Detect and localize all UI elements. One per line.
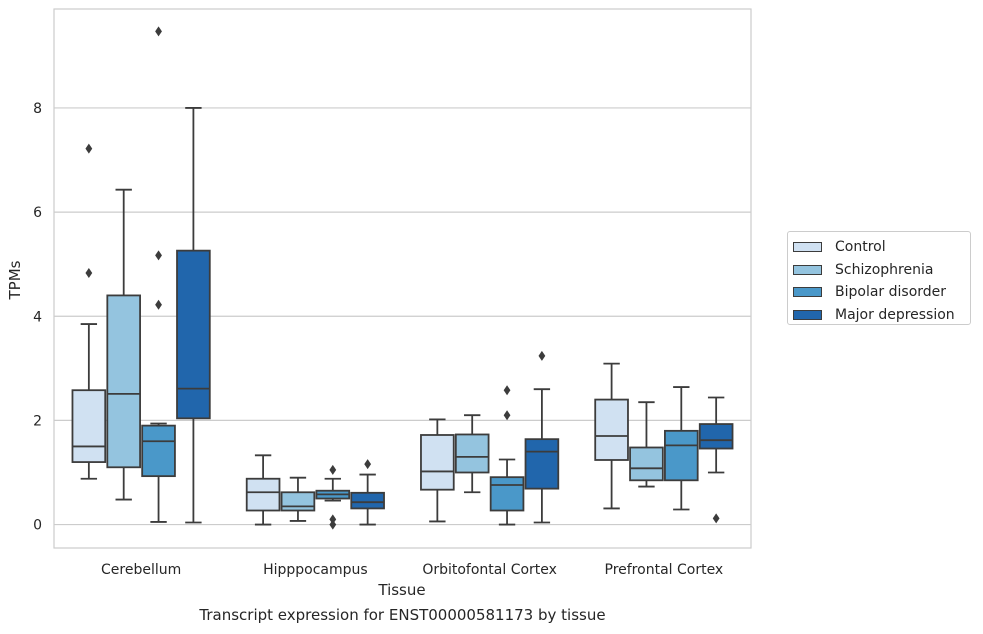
outlier-point [329,514,337,525]
box-body [664,429,699,482]
box-0-0 [71,143,107,480]
y-tick-label: 0 [33,518,42,534]
box-body [350,491,385,510]
box-2-0 [420,418,455,523]
gridlines [54,107,751,526]
box-2-2 [489,385,525,526]
outlier-point [155,250,162,261]
legend-label: Schizophrenia [835,261,934,278]
outlier-point [503,385,511,396]
outlier-point [329,519,337,530]
outlier-point [85,268,93,279]
legend-item: Control [793,236,970,259]
legend-swatch [793,287,822,298]
box-2-1 [454,414,490,494]
outlier-point [85,143,93,154]
y-tick-label: 2 [33,413,42,429]
legend-label: Major depression [835,306,955,323]
box-body [489,476,525,512]
box-3-0 [594,362,629,510]
y-tick-label: 8 [33,101,42,117]
box-body [629,446,664,482]
legend-item: Schizophrenia [793,259,970,282]
outlier-point [329,464,337,475]
box-body [594,398,629,461]
box-2-3 [524,350,560,524]
legend: Control Schizophrenia Bipolar disorder Majo… [787,231,971,325]
box-0-2 [141,26,176,523]
box-body [524,438,560,490]
box-body [71,389,107,463]
legend-swatch [793,264,822,275]
y-axis-label: TPMs [6,260,24,300]
legend-swatch [793,242,822,253]
outlier-point [503,410,511,421]
legend-item: Bipolar disorder [793,281,970,304]
legend-item: Major depression [793,304,970,327]
legend-swatch [793,309,822,320]
box-0-1 [106,188,141,501]
x-tick-labels: Cerebellum Hipppocampus Orbitofontal Corte… [101,562,723,578]
box-3-3 [698,396,734,524]
box-body [420,434,455,491]
box-1-2 [315,464,351,530]
x-axis-label: Tissue [377,581,425,599]
box-1-3 [350,459,385,526]
box-body [280,491,316,512]
outlier-point [364,459,372,470]
outlier-point [538,350,546,361]
box-0-3 [176,107,211,524]
x-tick-label: Orbitofontal Cortex [422,562,557,578]
box-body [698,423,734,450]
box-body [454,433,490,474]
box-body [245,477,281,512]
figure-caption: Transcript expression for ENST0000058117… [199,606,606,624]
outlier-point [155,299,162,310]
x-tick-label: Cerebellum [101,562,181,578]
outlier-point [155,26,162,37]
x-tick-label: Hipppocampus [263,562,368,578]
y-tick-labels: 0 2 4 6 8 [33,101,42,534]
y-tick-label: 6 [33,205,42,221]
box-3-2 [664,386,699,511]
legend-label: Bipolar disorder [835,284,947,301]
legend-label: Control [835,239,886,256]
box-3-1 [629,401,664,488]
box-1-1 [280,476,316,522]
x-tick-label: Prefrontal Cortex [605,562,724,578]
box-body [106,294,141,469]
outlier-point [712,513,720,524]
y-tick-label: 4 [33,309,42,325]
box-body [141,424,176,478]
box-body [176,249,211,420]
boxes [71,26,734,530]
box-1-0 [245,454,281,526]
